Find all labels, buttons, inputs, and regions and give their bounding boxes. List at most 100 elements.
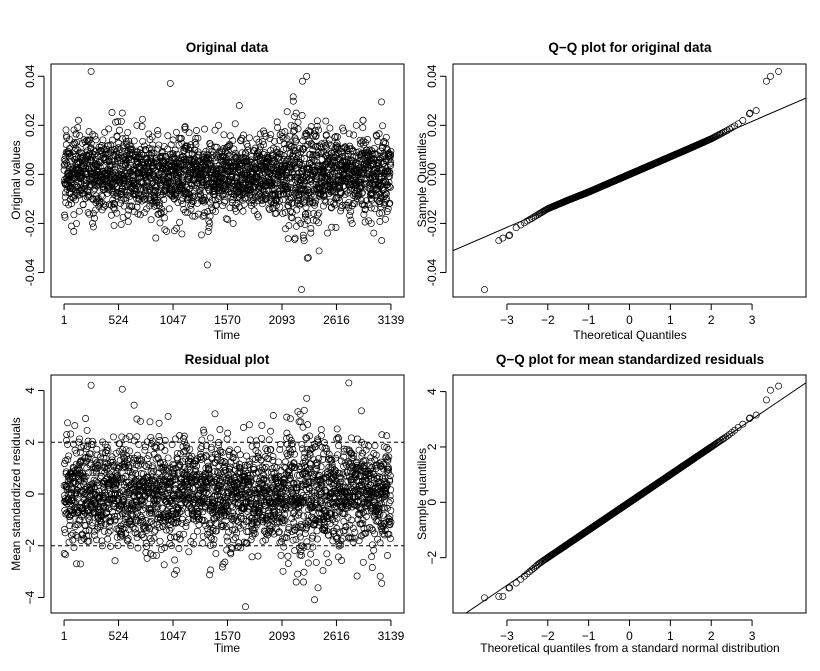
- data-point: [171, 481, 179, 489]
- data-point: [101, 128, 109, 136]
- data-point: [113, 480, 120, 488]
- data-point: [222, 215, 230, 223]
- data-point: [338, 202, 346, 210]
- y-tick-label: 0.04: [425, 64, 439, 88]
- data-point: [322, 131, 330, 139]
- data-point: [104, 447, 112, 455]
- data-point: [160, 196, 168, 203]
- data-point: [183, 142, 191, 150]
- data-point: [109, 136, 116, 144]
- data-point: [291, 112, 299, 120]
- data-point: [214, 469, 222, 477]
- data-point: [106, 518, 114, 526]
- data-point: [70, 228, 78, 235]
- data-point: [220, 198, 228, 206]
- data-point: [214, 441, 222, 449]
- data-point: [155, 514, 162, 521]
- data-point: [235, 539, 243, 547]
- data-point: [138, 456, 146, 464]
- data-point: [218, 459, 226, 467]
- data-point: [143, 543, 151, 551]
- data-point: [262, 132, 270, 140]
- data-point: [139, 137, 147, 145]
- data-point: [151, 196, 159, 204]
- data-point: [368, 155, 376, 163]
- data-point: [101, 486, 109, 494]
- data-point: [193, 127, 200, 134]
- data-point: [139, 518, 147, 525]
- data-point: [209, 527, 217, 534]
- data-point: [69, 536, 77, 544]
- data-point: [284, 235, 292, 243]
- data-point: [276, 203, 284, 211]
- data-point: [176, 484, 184, 492]
- data-point: [353, 195, 361, 203]
- data-point: [294, 177, 301, 185]
- data-point: [293, 158, 301, 166]
- data-point: [98, 512, 106, 520]
- data-point: [204, 228, 212, 235]
- data-point: [108, 188, 116, 196]
- data-point: [67, 430, 75, 438]
- data-point: [124, 218, 132, 226]
- data-point: [191, 146, 199, 154]
- x-axis-label: Time: [214, 328, 241, 342]
- data-point: [185, 453, 193, 460]
- data-point: [123, 169, 131, 177]
- data-point: [130, 137, 138, 145]
- data-point: [187, 205, 195, 213]
- data-point: [370, 180, 378, 188]
- data-point: [141, 475, 149, 483]
- data-point: [64, 419, 72, 427]
- data-point: [137, 185, 145, 193]
- data-point: [280, 190, 288, 198]
- data-point: [229, 137, 237, 145]
- data-point: [84, 209, 92, 217]
- data-point: [312, 177, 320, 185]
- data-point: [107, 141, 115, 149]
- data-point: [87, 450, 95, 458]
- data-point: [234, 493, 242, 501]
- data-point: [298, 112, 306, 119]
- data-point: [359, 137, 367, 145]
- data-point: [81, 138, 89, 146]
- data-point: [76, 131, 84, 139]
- data-point: [111, 163, 119, 171]
- data-point: [241, 149, 249, 157]
- data-point: [377, 158, 385, 166]
- data-point: [288, 169, 296, 177]
- data-point: [303, 164, 311, 172]
- data-point: [154, 127, 162, 135]
- data-point: [131, 437, 138, 445]
- data-point: [294, 149, 302, 157]
- data-point: [87, 491, 95, 499]
- data-point: [304, 217, 311, 224]
- data-point: [72, 130, 80, 138]
- data-point: [312, 133, 320, 141]
- data-point: [85, 210, 93, 218]
- y-tick-label: 0.02: [425, 113, 439, 137]
- data-point: [315, 247, 323, 255]
- data-point: [89, 209, 97, 217]
- data-point: [288, 194, 296, 202]
- data-point: [370, 155, 378, 162]
- data-point: [273, 118, 281, 126]
- data-point: [305, 175, 313, 183]
- data-point: [203, 261, 211, 269]
- data-point: [231, 466, 239, 474]
- data-point: [70, 544, 78, 552]
- data-point: [119, 446, 127, 454]
- data-point: [380, 138, 388, 145]
- data-point: [94, 461, 102, 469]
- data-point: [292, 109, 300, 117]
- data-point: [98, 542, 106, 550]
- data-point: [241, 154, 249, 162]
- data-point: [134, 544, 142, 552]
- data-point: [123, 169, 131, 177]
- data-point: [163, 227, 171, 235]
- data-point: [140, 483, 148, 490]
- data-point: [767, 72, 774, 80]
- data-point: [116, 512, 124, 520]
- data-point: [117, 117, 125, 125]
- data-point: [299, 231, 307, 239]
